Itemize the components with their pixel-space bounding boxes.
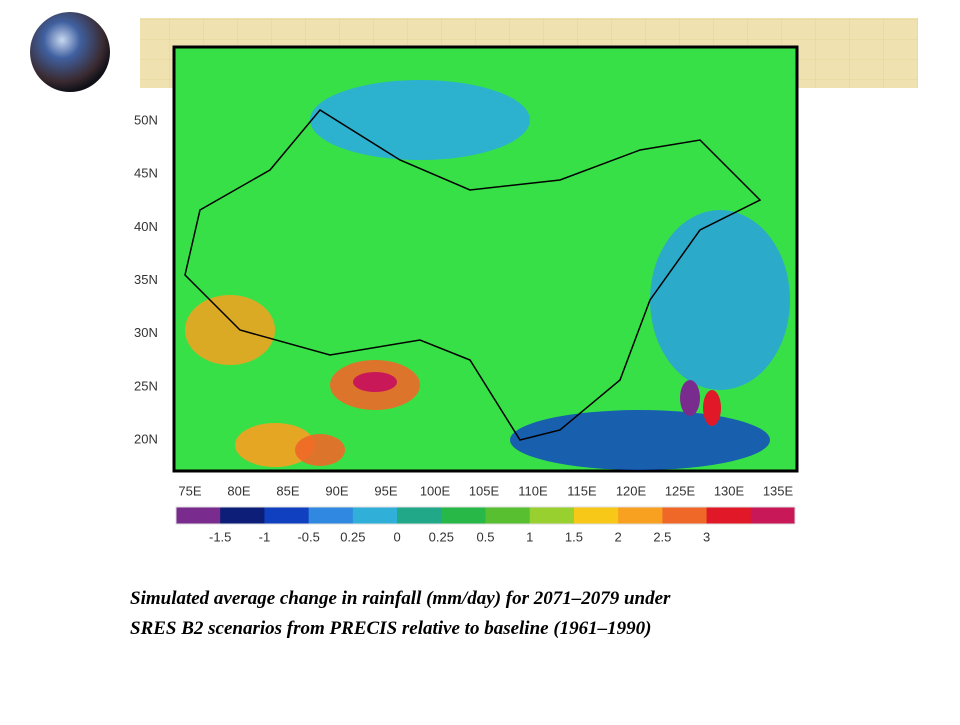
colorbar-label: -0.5 [297, 529, 319, 544]
colorbar-swatch [573, 507, 619, 524]
region [680, 380, 700, 416]
lon-label: 110E [518, 483, 548, 498]
colorbar-swatch [441, 507, 486, 524]
colorbar-swatch [485, 507, 531, 524]
lon-label: 135E [763, 483, 794, 498]
colorbar-swatch [618, 507, 663, 524]
lon-label: 105E [469, 483, 500, 498]
colorbar-label: 0.25 [429, 529, 454, 544]
colorbar-label: 3 [703, 529, 710, 544]
colorbar-label: 1.5 [565, 529, 583, 544]
colorbar-label: 0.5 [476, 529, 494, 544]
colorbar-label: 1 [526, 529, 533, 544]
globe-icon [30, 12, 110, 92]
lon-label: 95E [374, 483, 397, 498]
region [185, 295, 275, 365]
region [295, 434, 345, 466]
caption-line: SRES B2 scenarios from PRECIS relative t… [130, 618, 651, 639]
lon-label: 130E [714, 483, 745, 498]
caption-line: Simulated average change in rainfall (mm… [130, 588, 671, 609]
lon-label: 120E [616, 483, 647, 498]
colorbar-label: 2 [615, 529, 622, 544]
map [172, 45, 799, 473]
banner-gap [112, 18, 140, 88]
lon-label: 100E [420, 483, 451, 498]
colorbar-swatch [176, 507, 221, 524]
colorbar-swatch [308, 507, 354, 524]
colorbar-swatch [397, 507, 442, 524]
region [510, 410, 770, 470]
lat-label: 30N [134, 325, 158, 340]
colorbar-label: 0 [393, 529, 400, 544]
colorbar-swatch [220, 507, 265, 524]
lon-label: 90E [325, 483, 348, 498]
region [310, 80, 530, 160]
lon-labels: 75E 80E 85E 90E 95E 100E 105E 110E 115E 120E 125E 1… [178, 483, 793, 498]
lat-label: 40N [134, 219, 158, 234]
colorbar-swatch [750, 507, 796, 524]
region [235, 423, 315, 467]
region [650, 210, 790, 390]
colorbar: -1.5 -1 -0.5 0.25 0 0.25 0.5 1 1.5 2 2.5 3 [175, 506, 796, 544]
colorbar-label: -1 [259, 529, 271, 544]
lat-labels: 50N 45N 40N 35N 30N 25N 20N [134, 112, 158, 446]
lat-label: 20N [134, 432, 158, 447]
colorbar-swatch [529, 507, 575, 524]
region [353, 372, 397, 392]
colorbar-swatch [264, 507, 310, 524]
border [184, 109, 762, 441]
colorbar-label: -1.5 [209, 529, 231, 544]
colorbar-swatch [662, 507, 708, 524]
lon-label: 75E [178, 483, 201, 498]
colorbar-swatch [706, 507, 752, 524]
lat-label: 35N [134, 272, 158, 287]
lat-label: 45N [134, 166, 158, 181]
colorbar-frame [175, 506, 796, 525]
colorbar-swatch [352, 507, 398, 524]
lon-label: 125E [665, 483, 696, 498]
lat-label: 25N [134, 378, 158, 393]
colorbar-label: 0.25 [340, 529, 365, 544]
lon-label: 85E [276, 483, 299, 498]
lat-label: 50N [134, 112, 158, 127]
colorbar-label: 2.5 [653, 529, 671, 544]
lon-label: 115E [567, 483, 597, 498]
region [703, 390, 721, 426]
lon-label: 80E [227, 483, 250, 498]
